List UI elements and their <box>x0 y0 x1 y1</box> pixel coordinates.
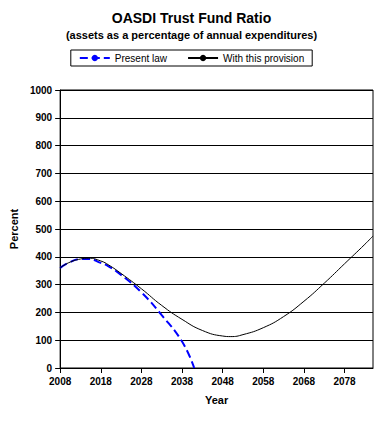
svg-text:400: 400 <box>35 251 52 262</box>
svg-text:100: 100 <box>35 335 52 346</box>
svg-text:200: 200 <box>35 307 52 318</box>
svg-text:2008: 2008 <box>49 376 72 387</box>
svg-text:1000: 1000 <box>30 85 53 96</box>
svg-text:With this provision: With this provision <box>223 53 304 64</box>
svg-text:2078: 2078 <box>333 376 356 387</box>
svg-text:700: 700 <box>35 168 52 179</box>
svg-text:800: 800 <box>35 140 52 151</box>
svg-text:2028: 2028 <box>130 376 153 387</box>
svg-text:OASDI Trust Fund Ratio: OASDI Trust Fund Ratio <box>112 10 271 26</box>
svg-text:Percent: Percent <box>8 208 20 249</box>
svg-text:300: 300 <box>35 279 52 290</box>
svg-text:(assets as a percentage of ann: (assets as a percentage of annual expend… <box>66 29 318 41</box>
svg-text:2018: 2018 <box>90 376 113 387</box>
svg-text:900: 900 <box>35 112 52 123</box>
svg-text:2058: 2058 <box>252 376 275 387</box>
svg-text:2038: 2038 <box>171 376 194 387</box>
svg-text:2048: 2048 <box>212 376 235 387</box>
svg-text:2068: 2068 <box>293 376 316 387</box>
svg-text:600: 600 <box>35 196 52 207</box>
svg-text:500: 500 <box>35 224 52 235</box>
svg-text:Year: Year <box>205 394 229 406</box>
svg-text:0: 0 <box>47 363 53 374</box>
svg-text:Present law: Present law <box>115 53 168 64</box>
